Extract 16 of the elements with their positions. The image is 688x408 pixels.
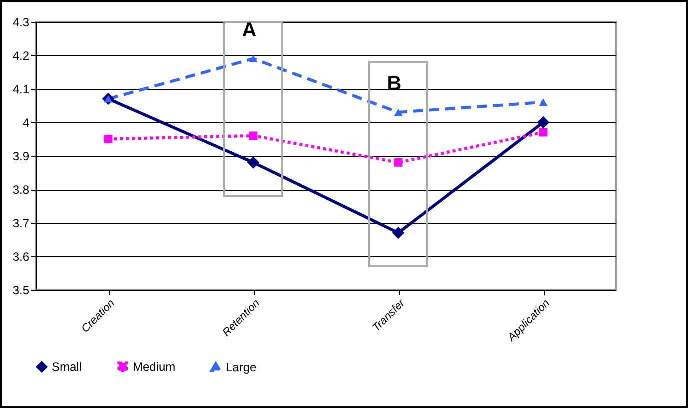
y-tick-label: 3.9: [12, 150, 30, 164]
y-tick-label: 4.3: [12, 16, 30, 30]
y-tick-label: 3.7: [12, 216, 30, 230]
y-tick-label: 4.1: [12, 82, 30, 96]
point: [247, 156, 260, 169]
point: [537, 116, 550, 129]
legend-label: Small: [52, 360, 82, 374]
y-tick-label: 4: [22, 116, 30, 130]
annotation: A: [242, 19, 257, 42]
legend-label: Large: [226, 360, 258, 374]
y-tick-label: 3.8: [12, 183, 30, 197]
y-tick-label: 3.6: [12, 250, 30, 264]
point: [392, 226, 405, 240]
y-tick-label: 4.2: [12, 49, 30, 63]
y-tick-label: 3.5: [12, 284, 30, 298]
legend-label: Medium: [133, 360, 176, 374]
